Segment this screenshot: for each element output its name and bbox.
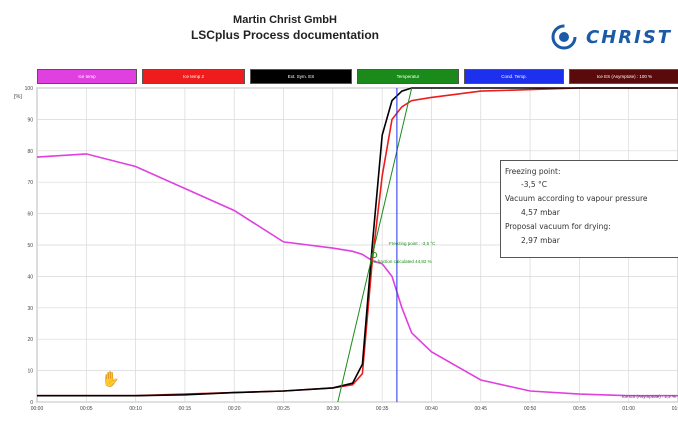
legend-bar: Ice temp Ice temp 2 Ext. Sym. ES Temperatur… bbox=[37, 69, 678, 84]
y-tick-label: 100 bbox=[25, 86, 34, 92]
x-tick-label: 00:10 bbox=[129, 406, 142, 412]
info-freezing-label: Freezing point: bbox=[505, 167, 561, 176]
x-tick-label: 00:30 bbox=[327, 406, 340, 412]
y-tick-label: 30 bbox=[27, 306, 33, 312]
y-tick-label: 90 bbox=[27, 117, 33, 123]
series-line-1 bbox=[36, 153, 678, 397]
x-tick-label: 01:00 bbox=[622, 406, 635, 412]
x-tick-label: 00:25 bbox=[277, 406, 290, 412]
x-tick-label: 00:55 bbox=[573, 406, 586, 412]
y-tick-label: 70 bbox=[27, 180, 33, 186]
legend-button-6[interactable]: Ice ES (Asymptote) : 100 % bbox=[569, 69, 678, 84]
series-line-4 bbox=[337, 87, 413, 403]
x-tick-label: 00:50 bbox=[524, 406, 537, 412]
report-header: Martin Christ GmbH LSCplus Process docum… bbox=[0, 0, 678, 64]
x-tick-label: 00:35 bbox=[376, 406, 389, 412]
x-tick-label: 00:05 bbox=[80, 406, 93, 412]
christ-logo-icon bbox=[551, 24, 577, 50]
freezing-point-annotation: Freezing point : -3,5 °C bbox=[389, 241, 436, 246]
y-tick-label: 0 bbox=[30, 400, 33, 406]
legend-button-1[interactable]: Ice temp bbox=[37, 69, 137, 84]
ice-fraction-annotation: Ice fraction calculated 44,82 % bbox=[370, 259, 431, 264]
x-tick-label: 01:05 bbox=[672, 406, 678, 412]
x-tick-label: 00:45 bbox=[475, 406, 488, 412]
y-tick-label: 40 bbox=[27, 274, 33, 280]
legend-button-4[interactable]: Temperatur bbox=[357, 69, 459, 84]
legend-button-2[interactable]: Ice temp 2 bbox=[142, 69, 245, 84]
x-tick-label: 00:20 bbox=[228, 406, 241, 412]
y-tick-label: 60 bbox=[27, 212, 33, 218]
document-title: LSCplus Process documentation bbox=[190, 28, 380, 42]
company-name: Martin Christ GmbH bbox=[233, 14, 337, 26]
bottom-right-annotation: Ice ES (Asymptote) : 2,2 % bbox=[622, 394, 676, 399]
y-tick-label: 80 bbox=[27, 149, 33, 155]
x-tick-label: 00:40 bbox=[425, 406, 438, 412]
legend-button-3[interactable]: Ext. Sym. ES bbox=[250, 69, 352, 84]
info-proposal-label: Proposal vacuum for drying: bbox=[505, 222, 611, 231]
hand-cursor-icon[interactable]: ✋ bbox=[101, 371, 120, 388]
series-line-3 bbox=[37, 87, 678, 397]
y-tick-label: 20 bbox=[27, 337, 33, 343]
freezing-info-box: Freezing point: -3,5 °C Vacuum according… bbox=[500, 160, 678, 258]
info-vacuum-value: 4,57 mbar bbox=[521, 208, 560, 217]
y-tick-label: 10 bbox=[27, 369, 33, 375]
freezing-point-marker bbox=[371, 252, 378, 259]
logo-text: CHRIST bbox=[586, 27, 673, 48]
info-vacuum-label: Vacuum according to vapour pressure bbox=[505, 194, 648, 203]
y-tick-label: 50 bbox=[27, 243, 33, 249]
y-axis-label: [%] bbox=[14, 94, 22, 100]
legend-button-5[interactable]: Cond. Temp. bbox=[464, 69, 564, 84]
info-proposal-value: 2,97 mbar bbox=[521, 236, 560, 245]
x-tick-label: 00:00 bbox=[31, 406, 44, 412]
christ-logo: CHRIST bbox=[550, 23, 678, 57]
info-freezing-value: -3,5 °C bbox=[521, 180, 548, 189]
x-tick-label: 00:15 bbox=[179, 406, 192, 412]
